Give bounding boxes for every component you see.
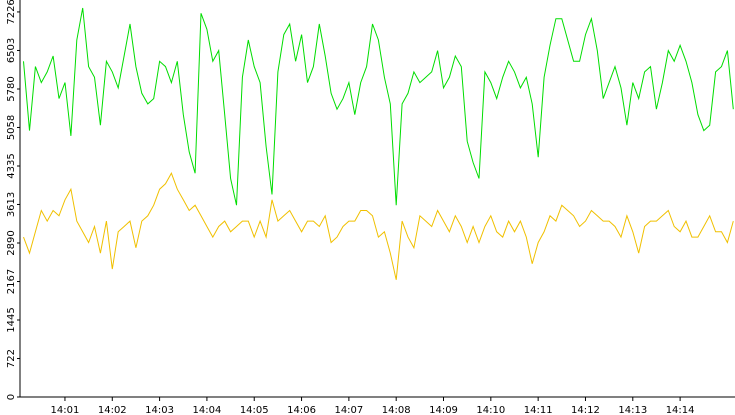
y-tick-label: 3613 xyxy=(6,192,17,217)
x-tick-label: 14:09 xyxy=(429,405,458,415)
y-tick-label: 5780 xyxy=(6,76,17,101)
x-tick-label: 14:10 xyxy=(476,405,505,415)
series-line xyxy=(23,172,734,280)
y-tick-label: 2167 xyxy=(6,269,17,294)
y-tick-label: 1445 xyxy=(6,307,17,332)
x-tick-label: 14:06 xyxy=(287,405,316,415)
x-tick-label: 14:04 xyxy=(192,405,221,415)
y-tick-label: 4335 xyxy=(6,153,17,178)
y-tick-label: 6503 xyxy=(6,38,17,63)
x-tick-label: 14:14 xyxy=(666,405,695,415)
x-tick-label: 14:11 xyxy=(524,405,553,415)
x-tick-label: 14:13 xyxy=(618,405,647,415)
x-tick-label: 14:01 xyxy=(51,405,80,415)
series-line xyxy=(23,7,734,206)
y-tick-label: 5058 xyxy=(6,115,17,140)
y-tick-label: 722 xyxy=(6,349,17,368)
x-tick-label: 14:08 xyxy=(382,405,411,415)
x-tick-label: 14:07 xyxy=(334,405,363,415)
x-tick-label: 14:12 xyxy=(571,405,600,415)
y-tick-label: 0 xyxy=(6,394,17,400)
y-tick-label: 2890 xyxy=(6,230,17,255)
x-tick-label: 14:05 xyxy=(240,405,269,415)
y-tick-label: 7226 xyxy=(6,0,17,25)
x-tick-label: 14:02 xyxy=(98,405,127,415)
x-tick-label: 14:03 xyxy=(145,405,174,415)
